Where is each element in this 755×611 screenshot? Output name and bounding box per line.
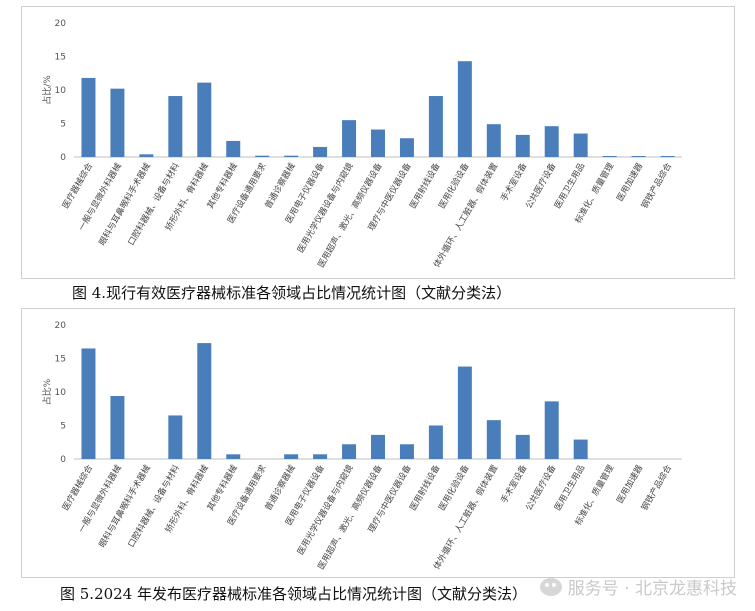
x-tick-label: 眼科与耳鼻喉科手术器械 xyxy=(97,161,154,248)
bar xyxy=(313,146,328,157)
x-tick-label: 口腔科器械、设备与材料 xyxy=(126,161,183,248)
x-tick-label: 其他专科器械 xyxy=(205,463,240,513)
bar xyxy=(284,155,299,157)
bar xyxy=(371,129,385,157)
x-tick-label: 钢铁产品综合 xyxy=(639,463,674,513)
bar xyxy=(573,133,588,157)
x-tick-label: 手术室设备 xyxy=(499,161,530,204)
x-tick-label: 医用卫生用品 xyxy=(552,161,587,211)
x-tick-label: 体外循环、人工脏器、假体装置 xyxy=(431,463,500,572)
x-tick-label: 医疗器械综合 xyxy=(60,463,95,513)
bar xyxy=(573,439,588,459)
bar xyxy=(660,156,675,157)
y-axis-title: 占比/% xyxy=(41,75,53,105)
bar xyxy=(399,444,414,459)
x-tick-label: 医用射线设备 xyxy=(407,161,442,211)
bar xyxy=(81,348,96,459)
y-tick-label: 15 xyxy=(55,53,66,63)
y-tick-label: 5 xyxy=(60,120,66,130)
x-tick-label: 普通诊察器械 xyxy=(263,463,298,513)
y-tick-label: 5 xyxy=(60,422,66,432)
bar xyxy=(342,120,357,157)
bar xyxy=(110,396,125,459)
x-tick-label: 普通诊察器械 xyxy=(263,161,298,211)
bar xyxy=(226,140,241,157)
wechat-icon xyxy=(539,577,562,596)
bar xyxy=(428,425,443,459)
x-tick-label: 其他专科器械 xyxy=(205,161,240,211)
bar xyxy=(342,444,357,459)
bar xyxy=(110,88,125,157)
bar xyxy=(255,155,270,157)
bar xyxy=(168,415,183,459)
watermark-text: 服务号 · 北京龙惠科技 xyxy=(567,579,737,599)
bar xyxy=(197,343,212,459)
x-tick-label: 体外循环、人工脏器、假体装置 xyxy=(431,161,500,270)
bar xyxy=(428,96,443,157)
bar xyxy=(515,434,530,459)
x-tick-label: 医用加速器 xyxy=(614,161,645,204)
y-tick-label: 15 xyxy=(55,355,66,365)
bar xyxy=(457,61,472,157)
watermark: 服务号 · 北京龙惠科技 xyxy=(539,574,737,599)
x-tick-label: 医用卫生用品 xyxy=(552,463,587,513)
bar xyxy=(139,154,154,157)
bar xyxy=(457,366,472,459)
bar xyxy=(486,420,501,459)
x-tick-label: 口腔科器械、设备与材料 xyxy=(126,463,183,550)
bar xyxy=(631,156,646,157)
bar xyxy=(197,82,212,157)
y-tick-label: 10 xyxy=(55,388,67,398)
x-tick-label: 医疗器械综合 xyxy=(60,161,95,211)
x-tick-label: 手术室设备 xyxy=(499,463,530,506)
chart-1: 05101520占比/%医疗器械综合一般与显微外科器械眼科与耳鼻喉科手术器械口腔… xyxy=(41,19,682,270)
x-tick-label: 医用加速器 xyxy=(614,463,645,506)
figure-4-caption: 图 4.现行有效医疗器械标准各领域占比情况统计图（文献分类法） xyxy=(72,284,512,302)
x-tick-label: 公共医疗设备 xyxy=(523,463,558,513)
bar xyxy=(81,77,96,157)
y-tick-label: 20 xyxy=(55,19,67,29)
figure-5-caption: 图 5.2024 年发布医疗器械标准各领域占比情况统计图（文献分类法） xyxy=(60,585,528,603)
x-tick-label: 医用化验设备 xyxy=(436,161,471,211)
bar xyxy=(602,156,617,157)
x-tick-label: 医用射线设备 xyxy=(407,463,442,513)
bar xyxy=(226,454,241,459)
x-tick-label: 医用光学仪器设备与内窥镜 xyxy=(295,463,356,557)
y-tick-label: 20 xyxy=(55,321,67,331)
bar xyxy=(371,434,385,459)
bar xyxy=(168,96,183,157)
bar xyxy=(399,138,414,157)
bar xyxy=(313,454,328,459)
x-tick-label: 眼科与耳鼻喉科手术器械 xyxy=(97,463,154,550)
x-tick-label: 钢铁产品综合 xyxy=(639,161,674,211)
x-tick-label: 医用化验设备 xyxy=(436,463,471,513)
bar xyxy=(544,401,559,459)
chart-2: 05101520占比%医疗器械综合一般与显微外科器械眼科与耳鼻喉科手术器械口腔科… xyxy=(41,321,682,572)
bar xyxy=(544,126,559,157)
bar xyxy=(486,124,501,157)
x-tick-label: 医用光学仪器设备与内窥镜 xyxy=(295,161,356,255)
x-tick-label: 公共医疗设备 xyxy=(523,161,558,211)
chart-panel-2: 0 5 10 15 20 占比% 医疗器械综合 一般与显微外科器械 眼科与耳鼻喉科手术器械 口腔科… xyxy=(21,308,735,578)
bar xyxy=(515,134,530,157)
y-axis-title: 占比% xyxy=(41,378,53,405)
y-tick-label: 0 xyxy=(60,153,66,163)
bar xyxy=(284,454,299,459)
y-tick-label: 0 xyxy=(60,455,66,465)
y-tick-label: 10 xyxy=(55,86,67,96)
chart-panel-1: 0 5 10 15 20 占比/% 医疗器械综合 一般与显微外科器械 眼科与耳鼻喉科手术器械 口腔… xyxy=(21,6,735,279)
